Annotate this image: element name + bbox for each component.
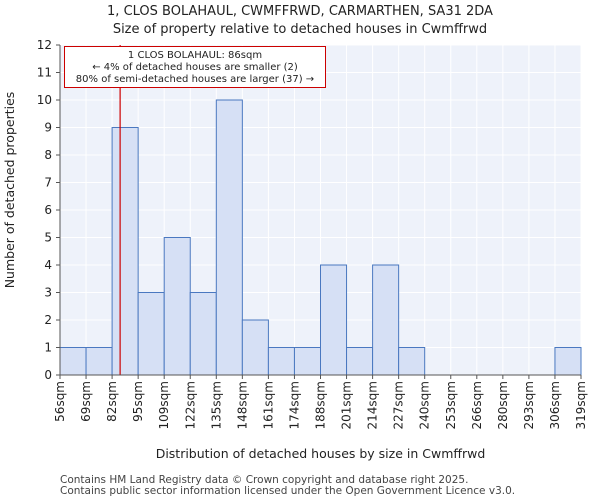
y-tick-label: 11 [37,66,52,80]
x-axis-label: Distribution of detached houses by size … [155,446,486,461]
x-tick-label: 161sqm [261,381,275,429]
x-tick-label: 135sqm [209,381,223,429]
histogram-bar [137,292,165,376]
y-tick-label: 3 [44,286,52,300]
y-axis-label: Number of detached properties [2,91,17,289]
x-tick-label: 69sqm [79,381,93,422]
footer-line2: Contains public sector information licen… [60,485,516,497]
y-tick-label: 2 [44,313,52,327]
y-tick-label: 4 [44,258,52,272]
x-tick-label: 188sqm [314,381,328,429]
histogram-bar [554,347,582,376]
x-tick-label: 240sqm [418,381,432,429]
y-tick-label: 5 [44,231,52,245]
x-tick-label: 227sqm [392,381,406,429]
histogram-bar [372,264,400,376]
y-tick-label: 0 [44,368,52,382]
y-tick-label: 8 [44,148,52,162]
x-tick-label: 293sqm [522,381,536,429]
x-tick-label: 319sqm [574,381,588,429]
x-tick-label: 280sqm [496,381,510,429]
x-tick-label: 95sqm [131,381,145,422]
histogram-bar [189,292,217,376]
histogram-bar [59,347,87,376]
x-tick-label: 253sqm [444,381,458,429]
histogram-bar [163,237,191,376]
y-tick-label: 1 [44,341,52,355]
histogram-bar [398,347,426,376]
annotation-line1: 1 CLOS BOLAHAUL: 86sqm [127,50,263,61]
histogram-bar [320,264,348,376]
y-tick-label: 9 [44,121,52,135]
x-tick-label: 201sqm [340,381,354,429]
histogram-bar [293,347,322,376]
y-tick-label: 10 [37,93,52,107]
x-tick-label: 306sqm [548,381,562,429]
x-tick-label: 109sqm [157,381,171,429]
x-tick-label: 56sqm [53,381,67,422]
y-tick-label: 7 [44,176,52,190]
annotation-line3: 80% of semi-detached houses are larger (… [75,74,315,85]
histogram-bar [346,347,374,376]
histogram-bar [241,319,269,376]
x-tick-label: 174sqm [287,381,301,429]
footer-line1: Contains HM Land Registry data © Crown c… [60,474,469,486]
histogram-bar [111,127,139,376]
y-tick-label: 6 [44,203,52,217]
chart-title-line2: Size of property relative to detached ho… [112,22,488,37]
histogram-bar [215,99,243,376]
annotation-line2: ← 4% of detached houses are smaller (2) [92,62,298,73]
y-tick-label: 12 [37,38,52,52]
x-tick-label: 148sqm [235,381,249,429]
annotation-box: 1 CLOS BOLAHAUL: 86sqm ← 4% of detached … [64,46,326,88]
x-tick-label: 266sqm [470,381,484,429]
histogram-bar [267,347,295,376]
x-tick-label: 214sqm [366,381,380,429]
x-tick-label: 82sqm [105,381,119,422]
x-tick-label: 122sqm [183,381,197,429]
histogram-bar [85,347,113,376]
chart-title-line1: 1, CLOS BOLAHAUL, CWMFFRWD, CARMARTHEN, … [107,4,493,19]
